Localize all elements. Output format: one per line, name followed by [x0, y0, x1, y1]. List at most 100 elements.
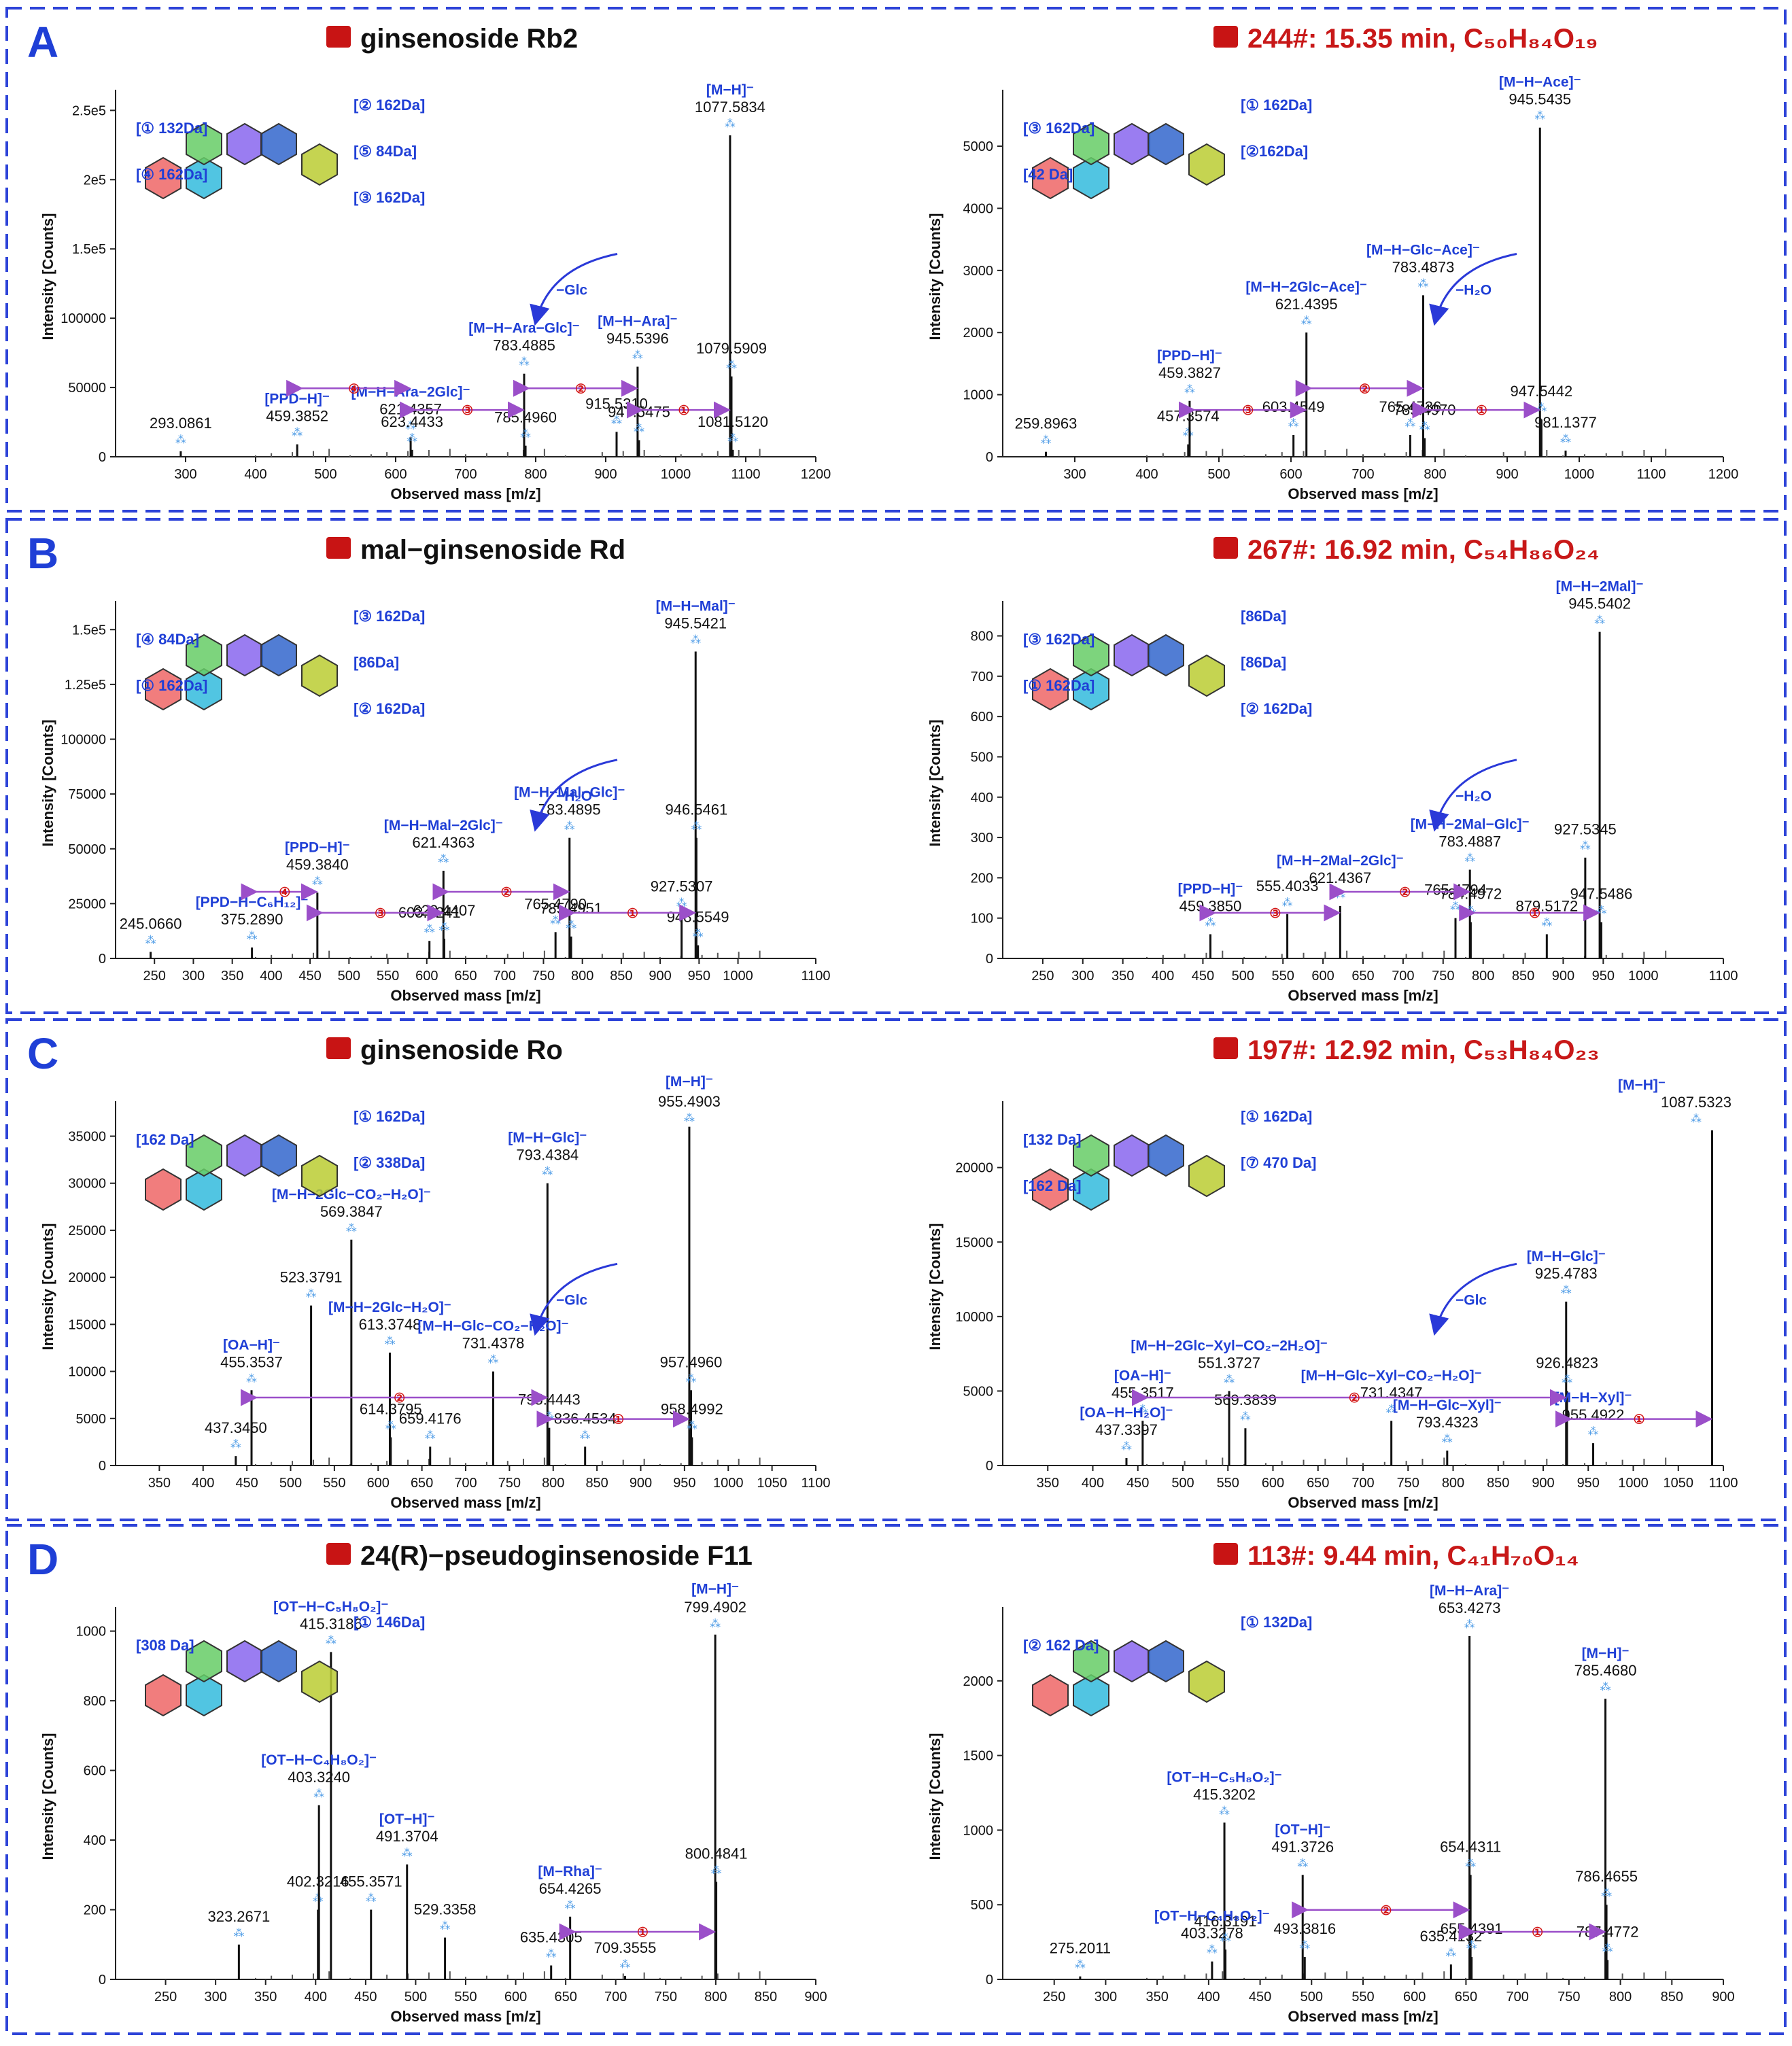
x-axis-label: Observed mass [m/z]	[390, 2008, 540, 2025]
ion-label: [OA−H]⁻	[1114, 1368, 1171, 1383]
title-square-icon	[1213, 1037, 1238, 1059]
peak-marker-icon: ⁂	[1466, 1939, 1477, 1952]
x-tick-label: 500	[1207, 467, 1230, 482]
x-tick-label: 500	[1171, 1476, 1194, 1491]
ring-shape	[145, 1674, 182, 1717]
x-tick-label: 700	[494, 969, 516, 984]
x-tick-label: 900	[649, 969, 671, 984]
ion-label: [M−H−Glc−Xyl−CO₂−H₂O]⁻	[1301, 1368, 1482, 1383]
x-tick-label: 1000	[723, 969, 753, 984]
peak-marker-icon: ⁂	[438, 920, 449, 933]
x-tick-label: 1000	[1564, 467, 1595, 482]
y-tick-label: 3000	[963, 264, 994, 279]
y-axis-label: Intensity [Counts]	[39, 1224, 56, 1351]
peak-marker-icon: ⁂	[1561, 1283, 1572, 1296]
peak-marker-icon: ⁂	[710, 1617, 721, 1630]
ring-shape	[1073, 1134, 1109, 1177]
peak-label: 958.4992	[661, 1400, 723, 1417]
neutral-loss-label: [③ 162Da]	[354, 189, 425, 206]
ring-shape	[301, 1154, 338, 1198]
spectrum-title: 24(R)−pseudoginsenoside F11	[360, 1541, 753, 1571]
neutral-loss-label: [④ 162Da]	[136, 166, 207, 183]
peak-marker-icon: ⁂	[246, 1372, 257, 1385]
x-tick-label: 450	[1126, 1476, 1149, 1491]
y-tick-label: 200	[84, 1903, 106, 1918]
peak-marker-icon: ⁂	[1288, 417, 1299, 430]
peak-marker-icon: ⁂	[1282, 896, 1293, 909]
transition-arrow	[530, 1262, 618, 1336]
y-axis-label: Intensity [Counts]	[927, 1733, 944, 1860]
peak-label: 783.4873	[1392, 258, 1455, 275]
neutral-loss-label: [②162Da]	[1241, 143, 1308, 160]
x-tick-label: 800	[1442, 1476, 1464, 1491]
y-tick-label: 0	[99, 1973, 106, 1988]
spectrum-b2: 267#: 16.92 min, C₅₄H₈₆O₂₄ 250 300 350 400 45…	[927, 535, 1738, 1004]
ring-shape	[1188, 143, 1225, 186]
neutral-loss-label: [86Da]	[1241, 654, 1286, 671]
y-tick-label: 30000	[68, 1177, 106, 1192]
peak-marker-icon: ⁂	[405, 419, 416, 432]
ring-shape	[226, 1134, 263, 1177]
x-tick-label: 500	[1232, 969, 1254, 984]
x-tick-label: 1000	[1618, 1476, 1649, 1491]
peak-marker-icon: ⁂	[1536, 401, 1547, 414]
ion-label: [OA−H]⁻	[223, 1337, 280, 1353]
spectrum-c2: 197#: 12.92 min, C₅₃H₈₄O₂₃ 350 400 450 500 55…	[927, 1035, 1738, 1511]
ring-shape	[186, 1134, 222, 1177]
molecule-structure: [① 162Da] [162 Da] [② 338Da]	[136, 1108, 425, 1211]
x-tick-label: 400	[305, 1990, 327, 2005]
ion-label: [PPD−H]⁻	[285, 839, 350, 855]
peak-marker-icon: ⁂	[346, 1221, 357, 1234]
ring-shape	[186, 156, 222, 200]
peak-marker-icon: ⁂	[1334, 888, 1345, 901]
x-tick-label: 850	[755, 1990, 777, 2005]
transition-arrow	[1429, 253, 1517, 326]
x-tick-label: 700	[1506, 1990, 1528, 2005]
peak-label: 415.3186	[300, 1615, 362, 1632]
peak-marker-icon: ⁂	[1205, 916, 1216, 929]
title-square-icon	[1213, 537, 1238, 559]
ring-shape	[145, 156, 182, 200]
ring-shape	[1032, 667, 1069, 711]
y-tick-label: 2e5	[84, 173, 106, 188]
y-tick-label: 700	[971, 670, 993, 684]
peak-marker-icon: ⁂	[634, 422, 644, 435]
peak-marker-icon: ⁂	[384, 1334, 395, 1347]
x-tick-label: 300	[1063, 467, 1086, 482]
peak-label: 654.4265	[539, 1880, 602, 1897]
x-tick-label: 350	[221, 969, 243, 984]
x-tick-label: 950	[1577, 1476, 1600, 1491]
peak-marker-icon: ⁂	[544, 1410, 555, 1423]
ion-label: [M−H−Glc]⁻	[508, 1130, 587, 1146]
peak-marker-icon: ⁂	[1560, 432, 1571, 445]
transition-label: −H₂O	[1455, 788, 1492, 804]
peak-label: 1087.5323	[1661, 1094, 1731, 1111]
peak-marker-icon: ⁂	[1600, 1680, 1611, 1693]
x-tick-label: 850	[585, 1476, 608, 1491]
peak-marker-icon: ⁂	[1580, 839, 1591, 852]
y-tick-label: 1.5e5	[72, 242, 106, 257]
x-axis-label: Observed mass [m/z]	[1288, 485, 1438, 502]
x-tick-label: 800	[571, 969, 593, 984]
spectrum-title: mal−ginsenoside Rd	[360, 535, 625, 565]
x-tick-label: 800	[1424, 467, 1446, 482]
ion-label: [M−H]⁻	[1618, 1077, 1666, 1093]
spectrum-a1: ginsenoside Rb2 300 400 500 600 700 800 900 1000…	[39, 24, 831, 502]
ring-shape	[1188, 1154, 1225, 1198]
y-tick-label: 100000	[61, 311, 106, 326]
ion-label: [PPD−H−C₆H₁₂]⁻	[196, 895, 309, 910]
ion-label: [M−H−Ace]⁻	[1499, 75, 1581, 90]
x-tick-label: 1100	[1708, 969, 1738, 984]
transition-label: −H₂O	[556, 788, 592, 804]
x-tick-label: 250	[143, 969, 166, 984]
peak-label: 375.2890	[221, 911, 283, 928]
y-tick-label: 10000	[68, 1365, 106, 1380]
x-tick-label: 700	[1392, 969, 1414, 984]
peak-marker-icon: ⁂	[487, 1353, 498, 1366]
peak-label: 555.4033	[1256, 878, 1319, 895]
ion-label: [M−H]⁻	[706, 82, 754, 98]
y-tick-label: 1.5e5	[72, 623, 106, 638]
peak-label: 613.3748	[359, 1316, 421, 1333]
